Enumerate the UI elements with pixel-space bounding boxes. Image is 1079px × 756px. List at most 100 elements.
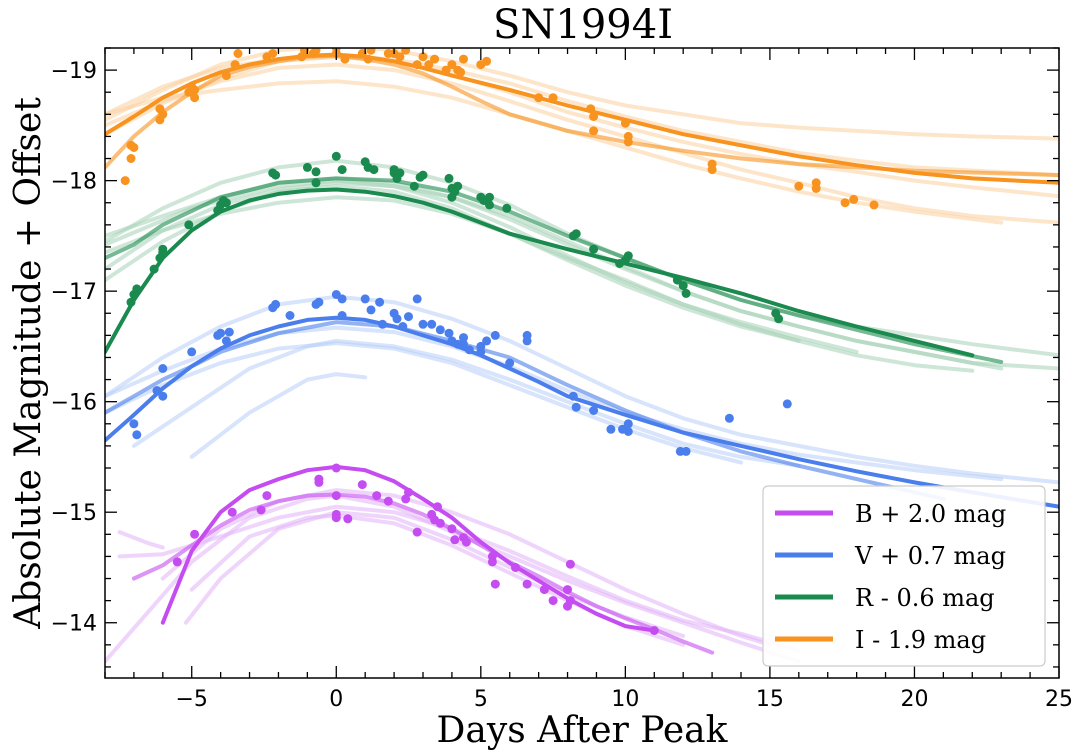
series-0-point-30 [523,580,532,589]
series-0-point-25 [462,538,471,547]
legend-label-0: B + 2.0 mag [855,500,1006,528]
series-2-point-0 [127,298,136,307]
series-3-point-19 [312,46,321,55]
series-1-point-7 [216,329,225,338]
series-1-point-43 [569,392,578,401]
series-1-point-39 [491,331,500,340]
y-tick-label-0: −14 [51,612,97,637]
series-3-point-24 [364,55,373,64]
series-2-point-14 [303,163,312,172]
series-2-point-3 [150,265,159,274]
series-2-point-11 [222,198,231,207]
series-2-best-fit [105,190,972,356]
series-3-point-51 [794,182,803,191]
series-2-point-7 [184,220,193,229]
series-0-point-13 [372,491,381,500]
series-0-point-4 [262,491,271,500]
x-tick-label-5: 20 [900,687,928,712]
series-0-point-23 [450,535,459,544]
series-2-point-49 [774,314,783,323]
series-3-point-45 [589,126,598,135]
x-tick-label-2: 5 [474,687,488,712]
series-0-light-fit-0 [120,532,163,548]
x-axis-label: Days After Peak [437,710,729,751]
series-3-point-3 [129,143,138,152]
series-0-point-1 [190,530,199,539]
series-1-point-46 [606,425,615,434]
series-2-point-44 [624,251,633,260]
series-1-point-45 [589,406,598,415]
series-3-point-33 [430,55,439,64]
series-1-point-51 [682,447,691,456]
series-3-point-9 [190,93,199,102]
series-1-point-52 [725,414,734,423]
series-1-point-18 [361,294,370,303]
series-2-point-6 [158,245,167,254]
series-0-point-14 [384,497,393,506]
series-2-point-16 [312,178,321,187]
light-curve-chart: SN1994I −5 0 5 10 15 20 25−14−15−16−17−18−19 D… [0,0,1079,756]
series-1-point-26 [413,294,422,303]
series-2-point-33 [447,193,456,202]
series-1-point-27 [419,320,428,329]
series-1-point-8 [222,336,231,345]
series-3-point-11 [222,71,231,80]
y-tick-label-3: −17 [51,280,97,305]
series-3-point-15 [268,49,277,58]
series-0-point-2 [228,508,237,517]
series-1-group [105,290,1059,507]
series-1-point-21 [378,320,387,329]
series-2-point-28 [419,171,428,180]
series-0-point-27 [488,557,497,566]
series-3-point-55 [849,195,858,204]
series-3-point-25 [367,46,376,55]
series-0-group [105,464,799,662]
series-3-point-13 [234,49,243,58]
series-2-point-15 [312,167,321,176]
series-2-point-21 [369,165,378,174]
series-0-point-29 [511,563,520,572]
series-0-point-12 [358,480,367,489]
series-1-point-23 [393,314,402,323]
series-2-point-17 [332,152,341,161]
series-0-point-32 [549,596,558,605]
series-0-point-17 [433,502,442,511]
series-2-point-18 [338,165,347,174]
y-tick-label-5: −19 [51,59,97,84]
series-3-point-54 [841,198,850,207]
series-1-point-40 [505,359,514,368]
series-3-point-44 [589,112,598,121]
series-3-point-6 [158,110,167,119]
series-3-point-40 [482,57,491,66]
series-0-point-8 [332,491,341,500]
series-0-point-11 [343,514,352,523]
series-0-light-fit-1 [105,496,799,662]
series-2-point-29 [445,174,454,183]
series-3-point-37 [456,68,465,77]
series-0-point-3 [257,506,266,515]
series-0-point-36 [566,560,575,569]
series-1-point-20 [375,298,384,307]
legend: B + 2.0 magV + 0.7 magR - 0.6 magI - 1.9… [763,486,1045,666]
x-tick-label-0: −5 [176,687,208,712]
series-1-point-11 [271,300,280,309]
series-0-point-16 [404,488,413,497]
series-1-point-35 [465,345,474,354]
series-1-point-16 [338,311,347,320]
series-1-point-30 [445,329,454,338]
series-2-point-47 [682,289,691,298]
series-2-point-26 [410,182,419,191]
series-2-point-40 [572,229,581,238]
x-tick-label-6: 25 [1045,687,1073,712]
series-1-point-53 [783,399,792,408]
series-2-point-46 [679,281,688,290]
y-tick-label-4: −18 [51,170,97,195]
series-3-point-38 [459,55,468,64]
series-1-point-29 [436,325,445,334]
series-3-point-41 [534,93,543,102]
series-2-point-25 [395,168,404,177]
x-tick-label-1: 0 [329,687,343,712]
series-0-point-6 [314,475,323,484]
series-0-point-7 [332,464,341,473]
series-2-point-41 [589,245,598,254]
